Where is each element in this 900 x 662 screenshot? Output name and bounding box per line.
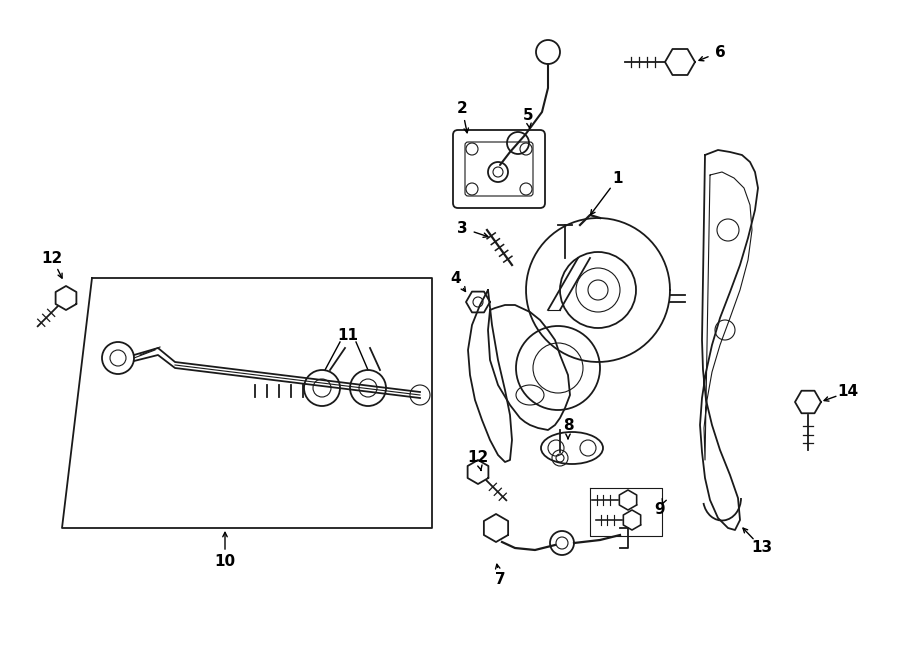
- Text: 4: 4: [451, 271, 462, 285]
- Text: 3: 3: [456, 220, 467, 236]
- Text: 14: 14: [837, 385, 859, 399]
- Text: 6: 6: [715, 44, 725, 60]
- Text: 8: 8: [562, 418, 573, 432]
- Text: 13: 13: [752, 540, 772, 555]
- Text: 10: 10: [214, 555, 236, 569]
- Text: 5: 5: [523, 107, 534, 122]
- Text: 7: 7: [495, 573, 505, 587]
- Text: 11: 11: [338, 328, 358, 342]
- Text: 1: 1: [613, 171, 623, 185]
- Text: 9: 9: [654, 502, 665, 518]
- Text: 12: 12: [41, 250, 63, 265]
- Text: 2: 2: [456, 101, 467, 115]
- Text: 12: 12: [467, 451, 489, 465]
